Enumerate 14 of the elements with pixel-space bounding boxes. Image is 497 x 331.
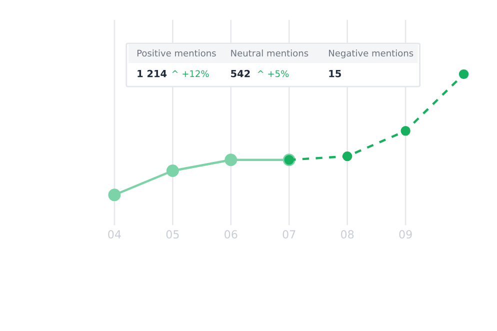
point [224,154,238,166]
annotation: 1 214 [138,70,167,78]
text: Positive mentions [137,50,216,57]
annotation: 15 [329,70,341,78]
text: Neutral mentions [231,50,308,57]
point [400,126,410,136]
text: Negative mentions [329,50,414,58]
annotation: 542 [231,70,250,78]
annotation: ^ +5% [258,70,289,78]
point [108,188,121,202]
annotation: ^ +12% [172,70,209,78]
point [458,69,469,80]
point [342,151,352,162]
point [166,164,179,178]
